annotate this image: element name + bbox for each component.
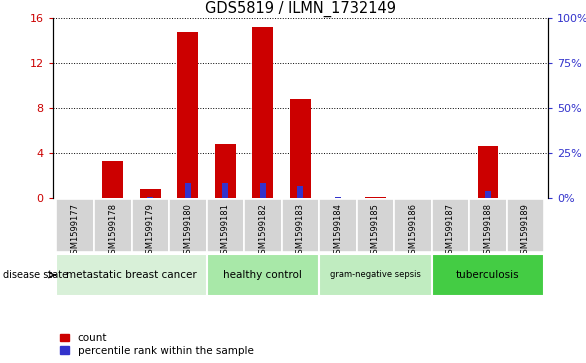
Bar	[319, 254, 432, 296]
Bar	[94, 199, 131, 252]
Text: GSM1599181: GSM1599181	[221, 203, 230, 259]
Text: disease state: disease state	[3, 270, 68, 280]
Text: tuberculosis: tuberculosis	[456, 270, 520, 280]
Bar	[319, 199, 357, 252]
Text: GSM1599179: GSM1599179	[146, 203, 155, 259]
Text: GSM1599186: GSM1599186	[408, 203, 417, 259]
Bar	[281, 199, 319, 252]
Bar	[290, 99, 311, 198]
Bar	[147, 197, 154, 198]
Bar	[185, 183, 191, 198]
Bar	[478, 146, 498, 198]
Text: GSM1599187: GSM1599187	[446, 203, 455, 259]
Text: GSM1599182: GSM1599182	[258, 203, 267, 259]
Bar	[485, 191, 491, 198]
Text: GSM1599189: GSM1599189	[521, 203, 530, 259]
Bar	[297, 185, 304, 198]
Bar	[215, 144, 236, 198]
Bar	[244, 199, 281, 252]
Text: metastatic breast cancer: metastatic breast cancer	[66, 270, 197, 280]
Bar	[253, 27, 273, 198]
Bar	[206, 254, 319, 296]
Text: GSM1599177: GSM1599177	[71, 203, 80, 259]
Bar	[365, 197, 386, 198]
Bar	[169, 199, 206, 252]
Bar	[260, 183, 266, 198]
Bar	[56, 199, 94, 252]
Bar	[56, 254, 206, 296]
Text: GSM1599183: GSM1599183	[296, 203, 305, 259]
Bar	[394, 199, 432, 252]
Bar	[131, 199, 169, 252]
Bar	[222, 183, 229, 198]
Bar	[469, 199, 507, 252]
Bar	[206, 199, 244, 252]
Bar	[103, 161, 123, 198]
Bar	[507, 199, 544, 252]
Bar	[178, 32, 198, 198]
Text: GSM1599188: GSM1599188	[483, 203, 492, 259]
Legend: count, percentile rank within the sample: count, percentile rank within the sample	[58, 331, 255, 358]
Bar	[432, 254, 544, 296]
Title: GDS5819 / ILMN_1732149: GDS5819 / ILMN_1732149	[205, 1, 396, 17]
Text: GSM1599178: GSM1599178	[108, 203, 117, 259]
Bar	[140, 189, 161, 198]
Bar	[432, 199, 469, 252]
Bar	[357, 199, 394, 252]
Text: GSM1599184: GSM1599184	[333, 203, 342, 259]
Text: gram-negative sepsis: gram-negative sepsis	[330, 270, 421, 280]
Text: GSM1599185: GSM1599185	[371, 203, 380, 259]
Text: healthy control: healthy control	[223, 270, 302, 280]
Text: GSM1599180: GSM1599180	[183, 203, 192, 259]
